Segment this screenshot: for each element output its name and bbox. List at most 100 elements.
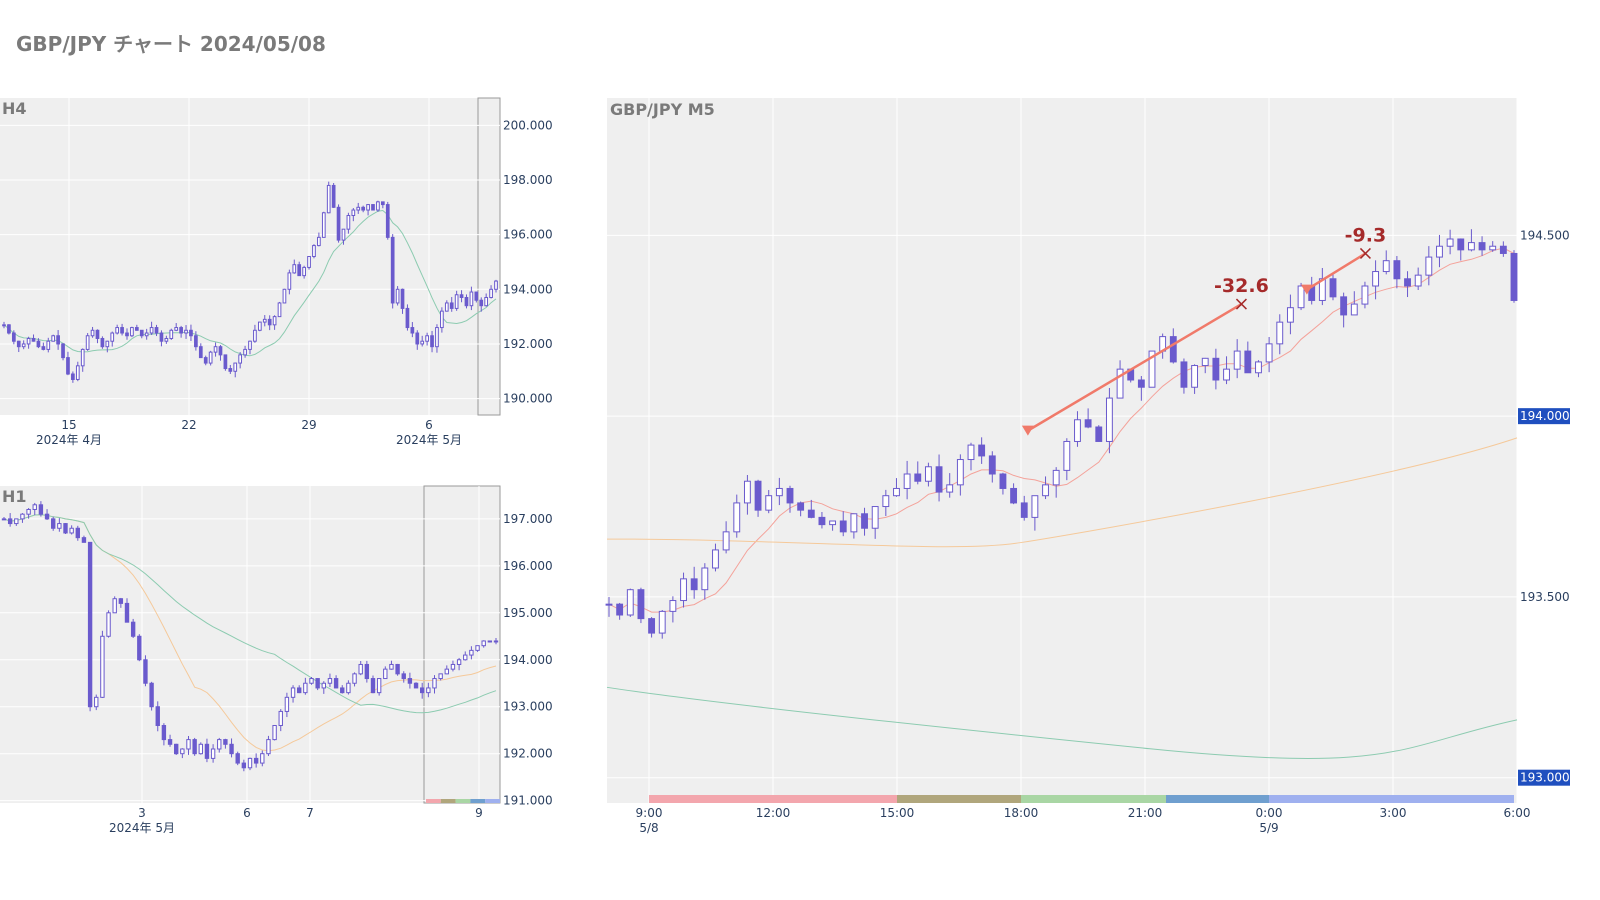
h1-ma-line-slow bbox=[3, 514, 497, 714]
m5-candle bbox=[1116, 368, 1124, 399]
h4-moving-average bbox=[3, 209, 497, 357]
page-title: GBP/JPY チャート 2024/05/08 bbox=[16, 32, 326, 56]
h1-candle bbox=[198, 743, 203, 755]
m5-trade-pips-label: -9.3 bbox=[1345, 224, 1387, 246]
h1-candle bbox=[26, 508, 31, 515]
h1-y-tick-label: 191.000 bbox=[503, 794, 553, 808]
h1-candle bbox=[38, 504, 44, 515]
m5-candle bbox=[637, 589, 645, 620]
m5-trade-exit-marker bbox=[1235, 298, 1247, 310]
h4-candle bbox=[26, 337, 31, 345]
h4-candle bbox=[130, 327, 134, 337]
h1-x-tick-label: 6 bbox=[243, 806, 251, 820]
m5-session-band bbox=[1021, 795, 1166, 803]
h4-candle bbox=[395, 288, 400, 304]
m5-candle bbox=[658, 610, 666, 634]
h4-candle bbox=[228, 368, 233, 372]
m5-trade-annotations: -32.6 -9.3 bbox=[1021, 224, 1387, 436]
h4-plot-area[interactable] bbox=[0, 98, 500, 415]
h4-candle bbox=[366, 204, 370, 211]
h4-candle bbox=[257, 321, 262, 331]
h1-title: H1 bbox=[2, 487, 27, 506]
h1-candle bbox=[309, 678, 314, 684]
m5-x-date-label: 5/8 bbox=[639, 821, 658, 835]
h1-candle bbox=[192, 739, 197, 755]
m5-candle bbox=[605, 603, 613, 606]
m5-candle bbox=[1169, 336, 1177, 363]
h1-candle bbox=[426, 687, 431, 694]
h1-session-band bbox=[455, 799, 471, 803]
h4-title: H4 bbox=[2, 99, 27, 118]
h1-candle bbox=[57, 523, 62, 529]
h1-candle bbox=[124, 602, 130, 623]
h1-candle bbox=[44, 513, 50, 520]
h4-candle bbox=[115, 327, 120, 334]
m5-y-tick-label: 193.500 bbox=[1520, 590, 1570, 604]
m5-candle bbox=[935, 466, 943, 493]
h4-candles bbox=[2, 181, 498, 383]
h4-candle bbox=[233, 362, 238, 372]
h4-candle bbox=[400, 288, 405, 309]
h4-candle bbox=[326, 184, 331, 214]
m5-candle bbox=[1074, 419, 1081, 442]
h4-chart-panel: 190.000 192.000 194.000 196.000 198.000 200.0… bbox=[0, 97, 553, 447]
h1-candle bbox=[32, 504, 37, 510]
h4-y-tick-label: 196.000 bbox=[503, 228, 553, 242]
m5-chart-panel: -32.6 -9.3 193.000 193.500 194.000 194.500 9… bbox=[605, 98, 1570, 835]
h4-candle bbox=[262, 318, 267, 323]
h1-candle bbox=[358, 663, 363, 675]
m5-x-tick-label: 0:00 bbox=[1256, 806, 1283, 820]
m5-candle bbox=[1297, 285, 1305, 309]
h4-candle bbox=[292, 264, 297, 274]
h4-candle bbox=[405, 307, 410, 329]
m5-candle bbox=[1382, 260, 1390, 273]
h4-x-date-label: 2024年 5月 bbox=[396, 433, 462, 447]
m5-candle bbox=[690, 578, 698, 591]
h4-candle bbox=[277, 302, 282, 318]
m5-candle bbox=[850, 513, 858, 533]
m5-candle bbox=[648, 618, 656, 634]
h1-candle bbox=[297, 687, 302, 694]
m5-y-tick-label: 194.000 bbox=[1520, 409, 1570, 423]
h1-session-bands bbox=[426, 799, 500, 803]
m5-candle bbox=[1340, 296, 1348, 316]
h1-x-axis: 3 6 7 9 2024年 5月 bbox=[109, 806, 483, 835]
h4-candle bbox=[164, 337, 169, 342]
h1-candle bbox=[450, 663, 456, 670]
h4-candle bbox=[484, 296, 489, 307]
h4-candle bbox=[282, 288, 287, 304]
m5-candle bbox=[1255, 361, 1262, 374]
h4-candle bbox=[125, 332, 129, 337]
m5-candle bbox=[765, 495, 773, 511]
h1-candles bbox=[1, 501, 499, 772]
m5-plot-area[interactable] bbox=[607, 98, 1517, 803]
h1-y-tick-label: 195.000 bbox=[503, 606, 553, 620]
m5-candle bbox=[1052, 469, 1060, 486]
h4-candle bbox=[203, 357, 208, 364]
h1-candle bbox=[463, 654, 468, 661]
m5-candle bbox=[1212, 357, 1220, 381]
h1-candle bbox=[149, 682, 154, 708]
h4-x-tick-label: 6 bbox=[425, 418, 433, 432]
h1-plot-area[interactable] bbox=[0, 486, 500, 803]
h4-highlight-window bbox=[477, 97, 501, 416]
h4-candle bbox=[139, 329, 144, 337]
m5-trade-entry-marker bbox=[1021, 425, 1034, 436]
m5-candle bbox=[1457, 238, 1465, 251]
m5-candle bbox=[1467, 242, 1475, 251]
h1-candle bbox=[229, 743, 234, 755]
h1-y-tick-label: 196.000 bbox=[503, 559, 553, 573]
h4-candle bbox=[302, 266, 306, 277]
h4-candle bbox=[449, 302, 454, 309]
h4-candle bbox=[198, 346, 203, 359]
h4-candle bbox=[489, 288, 493, 298]
m5-x-date-label: 5/9 bbox=[1259, 821, 1278, 835]
h4-candle bbox=[380, 201, 385, 206]
h1-session-band bbox=[470, 799, 486, 803]
h4-y-axis: 190.000 192.000 194.000 196.000 198.000 200.0… bbox=[503, 118, 553, 405]
m5-y-axis: 193.000 193.500 194.000 194.500 bbox=[1518, 228, 1570, 786]
m5-session-band bbox=[649, 795, 897, 803]
h4-candle bbox=[430, 335, 434, 348]
h1-candle bbox=[407, 678, 413, 684]
m5-candle bbox=[1393, 260, 1401, 280]
